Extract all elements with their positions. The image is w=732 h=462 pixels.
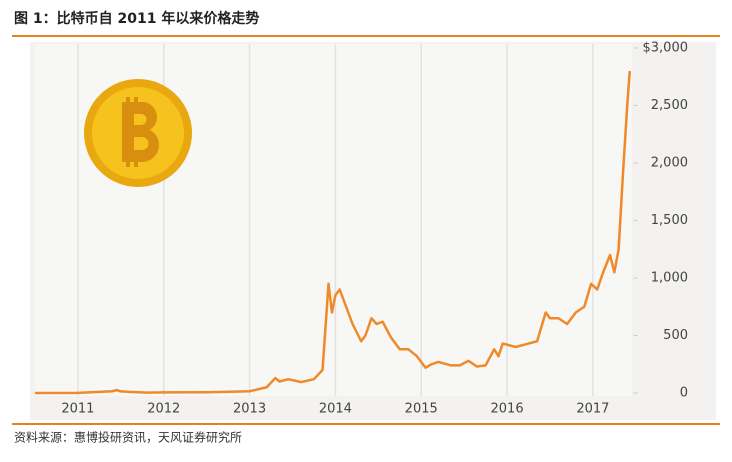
x-tick-label: 2015 (405, 402, 438, 417)
y-tick-label: 0 (680, 386, 688, 401)
chart-title: 图 1：比特币自 2011 年以来价格走势 (14, 10, 259, 27)
y-tick-label: 1,000 (651, 271, 688, 286)
bitcoin-icon (84, 79, 192, 187)
y-tick-label: 2,000 (651, 156, 688, 171)
coin-symbol (122, 97, 159, 167)
x-tick-label: 2017 (576, 402, 609, 417)
y-tick-label: $3,000 (643, 41, 689, 56)
x-tick-label: 2013 (233, 402, 266, 417)
price-line (34, 70, 632, 395)
y-tick-label: 1,500 (651, 213, 688, 228)
x-tick-label: 2014 (319, 402, 352, 417)
source-note: 资料来源：惠博投研资讯，天风证券研究所 (14, 430, 242, 445)
grid (77, 44, 594, 396)
x-tick-label: 2016 (491, 402, 524, 417)
y-tick-label: 2,500 (651, 98, 688, 113)
x-tick-label: 2012 (147, 402, 180, 417)
series (34, 70, 632, 395)
x-tick-label: 2011 (61, 402, 94, 417)
y-tick-label: 500 (663, 328, 688, 343)
